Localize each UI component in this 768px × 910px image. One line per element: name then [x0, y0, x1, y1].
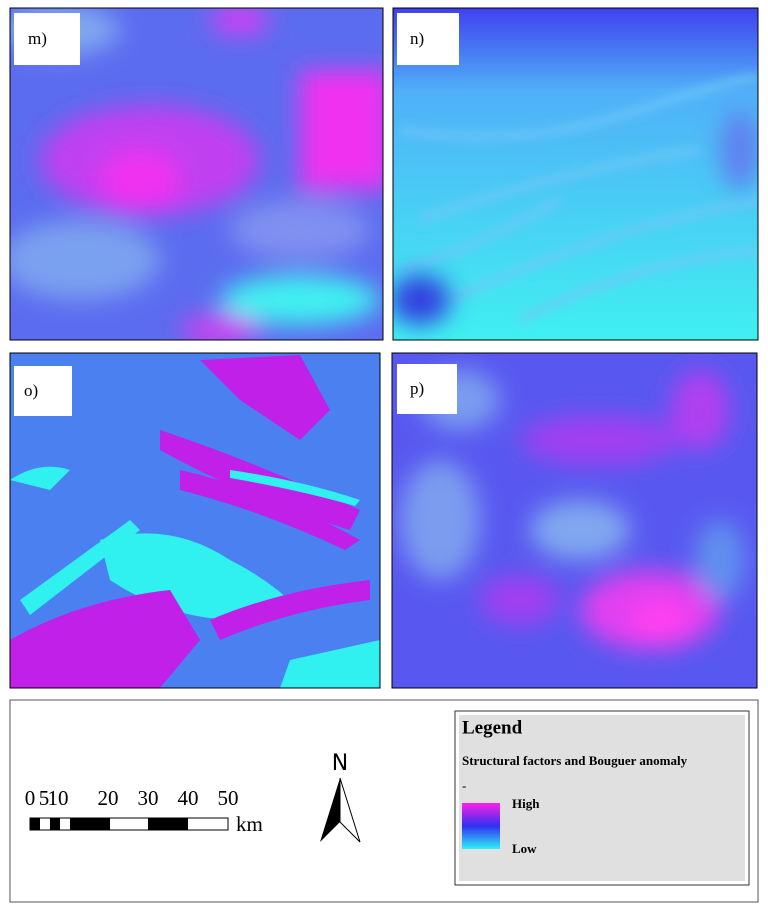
panel-frame: [9, 7, 384, 341]
map-panel-p-shape-shape: [480, 575, 560, 625]
map-panel-p-shape-shape: [695, 520, 745, 600]
legend-title: Legend: [462, 717, 523, 738]
map-panel-m-shape-shape: [230, 200, 370, 260]
map-panel-o-shape: [10, 466, 70, 490]
map-panel-n-shape-shape: [418, 147, 701, 223]
label-box: [14, 366, 72, 416]
map-panel-n-shape-shape: [393, 275, 450, 325]
north-arrow: [320, 777, 361, 843]
map-panel-n-shape-shape: [399, 197, 562, 273]
scale-label: 10: [48, 786, 69, 810]
label-box: [397, 364, 457, 414]
map-panel-o-shape: [200, 355, 330, 440]
map-panel-n: [393, 8, 758, 340]
map-panel-o-shape: [230, 470, 360, 506]
scale-bar-shape: [148, 818, 188, 830]
map-panel-m: [10, 8, 383, 340]
legend-bg: [459, 715, 745, 881]
map-panel-p-shape: [400, 370, 745, 650]
map-panel-p-shape-shape: [530, 500, 630, 560]
map-panel-p-shape-shape: [400, 460, 480, 580]
map-panel-m-shape-shape: [180, 315, 260, 340]
map-panel-n-shape-shape: [448, 197, 758, 303]
map-panel-m-shape-shape: [100, 150, 180, 210]
panel-label: p): [410, 379, 424, 398]
map-panel-m-shape-shape: [210, 8, 270, 35]
map-panel-m-shape-shape: [300, 70, 383, 190]
scale-bar-shape: [70, 818, 110, 830]
legend-ramp: [462, 803, 500, 849]
legend-subtitle: Structural factors and Bouguer anomaly: [462, 753, 688, 768]
map-panel-o-shape: [280, 640, 380, 688]
legend-high: High: [512, 796, 540, 811]
label-box: [397, 13, 459, 65]
map-panel-o-shape: [180, 470, 360, 550]
scale-label: 40: [178, 786, 199, 810]
map-panel-n-shape-shape: [518, 247, 758, 323]
map-panel-o-shape: [20, 520, 140, 615]
scale-label: 30: [138, 786, 159, 810]
map-panel-n-shape-shape: [399, 75, 758, 140]
scale-bar: [29, 817, 229, 831]
map-panel-p-shape-shape: [670, 370, 730, 450]
north-arrow-shape: [339, 777, 361, 843]
scale-unit: km: [236, 812, 263, 836]
scale-label: 5: [39, 786, 50, 810]
map-panel-n-shape: [399, 75, 758, 323]
map-panel-o-shape: [210, 580, 370, 640]
scale-bar-shape: [50, 818, 60, 830]
panel-label: o): [24, 381, 38, 400]
north-label: N: [332, 751, 348, 776]
panel-frame: [9, 352, 381, 689]
map-panel-m-shape-shape: [10, 220, 160, 300]
map-panel-n-shape: [393, 110, 758, 325]
panel-label: m): [28, 29, 47, 48]
scale-bar-shape: [30, 818, 40, 830]
map-panel-m-shape-shape: [220, 275, 380, 325]
scale-label: 50: [218, 786, 239, 810]
legend-low: Low: [512, 841, 537, 856]
panel-frame: [391, 352, 758, 689]
panel-label: n): [410, 29, 424, 48]
scale-labels: 0 510 20 30 40 50: [25, 786, 239, 810]
scale-label: 20: [98, 786, 119, 810]
scale-label: 0: [25, 786, 36, 810]
north-arrow-shape: [320, 778, 340, 842]
map-panel-p-shape-shape: [520, 415, 680, 465]
map-panel-o-shape: [10, 590, 200, 688]
label-box: [14, 13, 80, 65]
map-panel-n-shape-shape: [720, 110, 758, 190]
panel-frame: [392, 7, 759, 341]
map-panel-p-shape-shape: [630, 600, 690, 640]
map-panel-m-shape: [10, 8, 383, 340]
legend-separator: -: [462, 778, 466, 793]
